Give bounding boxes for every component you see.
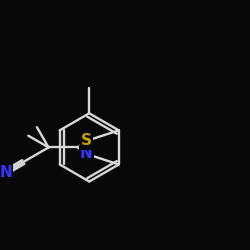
Text: S: S: [81, 134, 92, 148]
Text: N: N: [80, 146, 93, 162]
Text: N: N: [0, 165, 12, 180]
